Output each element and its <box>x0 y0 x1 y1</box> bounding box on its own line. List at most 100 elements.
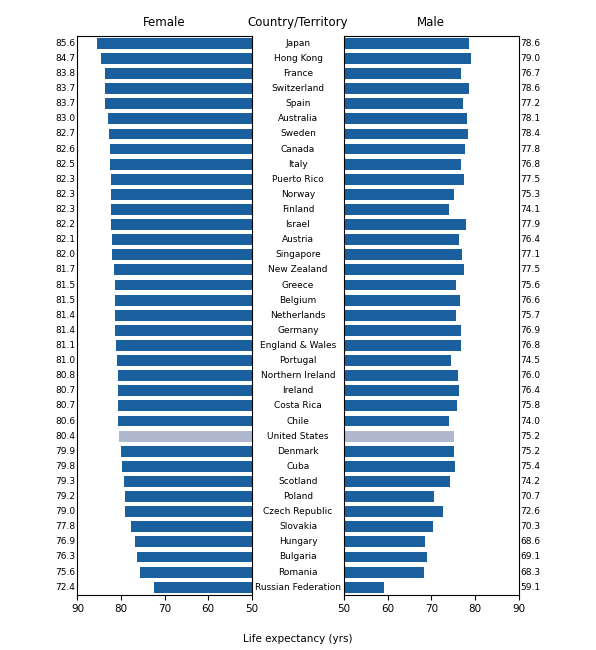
Text: 77.8: 77.8 <box>55 522 75 531</box>
Text: Bulgaria: Bulgaria <box>279 552 317 562</box>
Bar <box>344 476 449 487</box>
Bar <box>344 370 458 381</box>
Text: 59.1: 59.1 <box>521 582 541 592</box>
Bar <box>344 250 462 260</box>
Bar <box>124 476 252 487</box>
Bar <box>137 552 252 562</box>
Bar <box>114 280 252 291</box>
Bar <box>344 189 455 200</box>
Bar <box>344 129 468 139</box>
Bar <box>344 506 443 517</box>
Text: 80.6: 80.6 <box>55 417 75 426</box>
Text: Belgium: Belgium <box>280 296 316 305</box>
Text: 77.8: 77.8 <box>521 144 541 153</box>
Text: 79.8: 79.8 <box>55 462 75 471</box>
Text: 83.7: 83.7 <box>55 99 75 109</box>
Bar <box>344 340 461 351</box>
Text: 82.7: 82.7 <box>55 129 75 138</box>
Text: 70.3: 70.3 <box>521 522 541 531</box>
Bar <box>125 491 252 502</box>
Text: Puerto Rico: Puerto Rico <box>272 175 324 184</box>
Bar <box>115 310 252 320</box>
Text: Northern Ireland: Northern Ireland <box>260 371 336 380</box>
Bar <box>344 159 461 170</box>
Bar <box>344 521 433 532</box>
Text: 82.6: 82.6 <box>55 144 75 153</box>
Text: Romania: Romania <box>278 567 318 577</box>
Text: Israel: Israel <box>285 220 311 229</box>
Text: Singapore: Singapore <box>275 250 321 259</box>
Text: Greece: Greece <box>282 281 314 289</box>
Bar <box>104 68 252 79</box>
Text: 76.0: 76.0 <box>521 371 541 380</box>
Bar <box>154 582 252 593</box>
Bar <box>344 325 461 336</box>
Text: Sweden: Sweden <box>280 129 316 138</box>
Bar <box>111 204 252 215</box>
Bar <box>344 310 456 320</box>
Bar <box>101 53 252 64</box>
Bar <box>344 415 449 426</box>
Text: 79.9: 79.9 <box>55 447 75 456</box>
Bar <box>344 461 455 472</box>
Bar <box>344 113 467 124</box>
Text: 81.1: 81.1 <box>55 341 75 350</box>
Text: Denmark: Denmark <box>277 447 319 456</box>
Bar <box>140 567 252 578</box>
Text: 78.6: 78.6 <box>521 84 541 93</box>
Text: Spain: Spain <box>285 99 311 109</box>
Text: 82.3: 82.3 <box>55 205 75 214</box>
Text: Hungary: Hungary <box>279 538 317 547</box>
Text: 75.6: 75.6 <box>521 281 541 289</box>
Text: 80.7: 80.7 <box>55 386 75 395</box>
Text: 76.4: 76.4 <box>521 235 541 244</box>
Text: 76.6: 76.6 <box>521 296 541 305</box>
Bar <box>135 536 252 547</box>
Text: 69.1: 69.1 <box>521 552 541 562</box>
Bar <box>344 446 454 457</box>
Text: Costa Rica: Costa Rica <box>274 402 322 410</box>
Bar <box>97 38 252 49</box>
Text: Scotland: Scotland <box>278 477 318 486</box>
Bar <box>344 174 464 185</box>
Text: Japan: Japan <box>285 39 311 48</box>
Text: 75.7: 75.7 <box>521 311 541 320</box>
Text: 82.2: 82.2 <box>55 220 75 229</box>
Text: 77.5: 77.5 <box>521 265 541 274</box>
Text: 84.7: 84.7 <box>55 54 75 63</box>
Text: Poland: Poland <box>283 492 313 501</box>
Text: Life expectancy (yrs): Life expectancy (yrs) <box>243 634 353 644</box>
Text: 81.4: 81.4 <box>55 326 75 335</box>
Text: 81.5: 81.5 <box>55 296 75 305</box>
Bar <box>117 355 252 366</box>
Text: 72.4: 72.4 <box>55 582 75 592</box>
Bar <box>344 83 469 94</box>
Text: 78.6: 78.6 <box>521 39 541 48</box>
Bar <box>131 521 252 532</box>
Text: 74.5: 74.5 <box>521 356 541 365</box>
Text: Norway: Norway <box>281 190 315 199</box>
Bar <box>122 461 252 472</box>
Bar <box>112 234 252 245</box>
Text: 79.2: 79.2 <box>55 492 75 501</box>
Bar <box>344 280 456 291</box>
Bar <box>344 552 427 562</box>
Text: 78.1: 78.1 <box>521 114 541 124</box>
Text: 74.2: 74.2 <box>521 477 541 486</box>
Text: 75.6: 75.6 <box>55 567 75 577</box>
Bar <box>344 567 424 578</box>
Bar <box>105 83 252 94</box>
Text: 76.8: 76.8 <box>521 341 541 350</box>
Text: 79.0: 79.0 <box>55 507 75 516</box>
Text: New Zealand: New Zealand <box>268 265 328 274</box>
Text: 75.8: 75.8 <box>521 402 541 410</box>
Text: 82.0: 82.0 <box>55 250 75 259</box>
Bar <box>344 144 465 155</box>
Text: Italy: Italy <box>288 160 308 168</box>
Bar <box>344 385 460 396</box>
Bar <box>111 219 252 230</box>
Text: 80.8: 80.8 <box>55 371 75 380</box>
Text: Female: Female <box>143 16 186 29</box>
Text: 68.6: 68.6 <box>521 538 541 547</box>
Text: England & Wales: England & Wales <box>260 341 336 350</box>
